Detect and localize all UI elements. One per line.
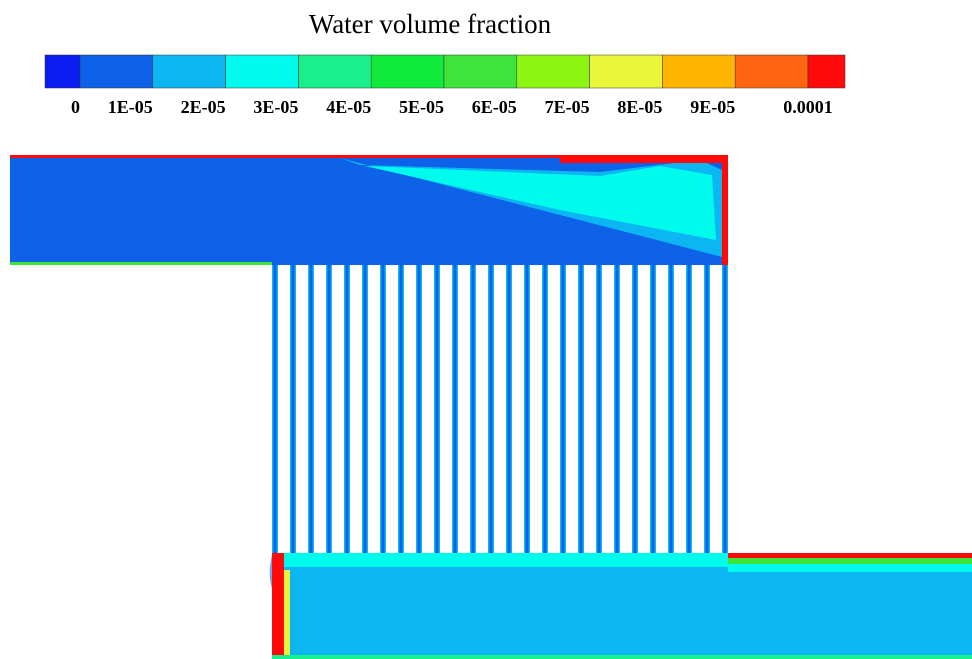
channel-core (471, 265, 475, 555)
channel-core (309, 265, 313, 555)
colorbar-segment (44, 54, 81, 89)
channel-core (669, 265, 673, 555)
colorbar-segment (225, 54, 299, 89)
channel-core (705, 265, 709, 555)
channel-core (381, 265, 385, 555)
channel-core (615, 265, 619, 555)
domain (10, 155, 972, 659)
channel-core (453, 265, 457, 555)
top-right-edge (560, 155, 728, 163)
channel-core (327, 265, 331, 555)
colorbar-segment (589, 54, 663, 89)
colorbar-label: 1E-05 (108, 97, 153, 117)
channel-core (489, 265, 493, 555)
channel-core (345, 265, 349, 555)
colorbar-segment (298, 54, 372, 89)
left-wall (272, 553, 284, 659)
bottom-edge (10, 262, 272, 265)
channel-core (363, 265, 367, 555)
channel-core (543, 265, 547, 555)
colorbar-segment (662, 54, 736, 89)
channel-core (399, 265, 403, 555)
channel-core (597, 265, 601, 555)
channel-core (723, 265, 727, 555)
channel-core (525, 265, 529, 555)
outlet-top (728, 553, 972, 558)
colorbar-segment (516, 54, 590, 89)
channel-core (291, 265, 295, 555)
colorbar-label: 4E-05 (326, 97, 371, 117)
channel-core (417, 265, 421, 555)
colorbar-label: 0.0001 (783, 97, 833, 117)
colorbar-label: 8E-05 (617, 97, 662, 117)
top-edge (10, 155, 728, 158)
outlet-band2 (728, 564, 972, 572)
colorbar-label: 6E-05 (472, 97, 517, 117)
colorbar-labels: 0 1E-05 2E-05 3E-05 4E-05 5E-05 6E-05 7E-05 8E-0… (71, 97, 833, 117)
channel-core (273, 265, 277, 555)
colorbar (44, 54, 846, 89)
left-wall-layer (284, 570, 290, 659)
channel-core (651, 265, 655, 555)
bottom-edge-layer (272, 655, 972, 659)
colorbar-segment (79, 54, 154, 89)
colorbar-segment (734, 54, 809, 89)
colorbar-label: 5E-05 (399, 97, 444, 117)
colorbar-label: 7E-05 (545, 97, 590, 117)
channel-core (579, 265, 583, 555)
channel-core (561, 265, 565, 555)
upper-region-core (365, 166, 716, 240)
mixing-band (272, 553, 728, 567)
colorbar-label: 2E-05 (181, 97, 226, 117)
channel-core (687, 265, 691, 555)
channels (269, 265, 729, 592)
channel-core (435, 265, 439, 555)
colorbar-segment (370, 54, 445, 89)
colorbar-segment (807, 54, 846, 89)
right-wall (722, 158, 728, 265)
colorbar-segment (443, 54, 518, 89)
colorbar-label: 9E-05 (690, 97, 735, 117)
outlet-band (728, 558, 972, 564)
colorbar-label: 3E-05 (253, 97, 298, 117)
colorbar-segment (152, 54, 226, 89)
title: Water volume fraction (309, 9, 552, 39)
channel-core (507, 265, 511, 555)
channel-core (633, 265, 637, 555)
colorbar-label: 0 (71, 97, 80, 117)
